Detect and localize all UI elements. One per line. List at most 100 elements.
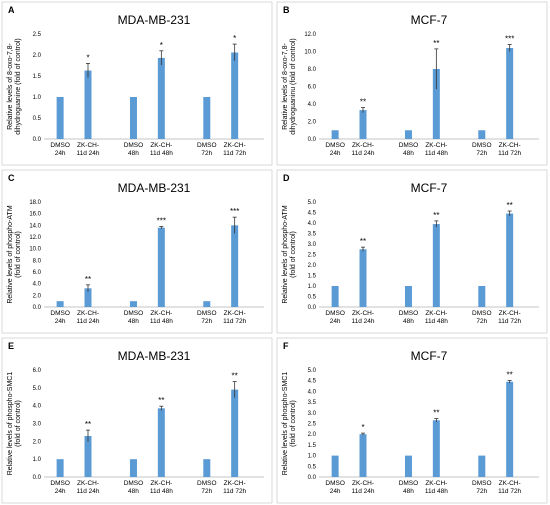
x-tick-label: 72h bbox=[476, 488, 487, 495]
bar bbox=[231, 52, 239, 140]
y-tick-label: 5.0 bbox=[308, 200, 317, 206]
panel-letter: E bbox=[8, 341, 14, 351]
x-tick-label: ZK-CH- bbox=[224, 310, 246, 317]
x-tick-label: 11d 48h bbox=[150, 150, 173, 157]
bar bbox=[359, 434, 367, 477]
y-tick-label: 3.0 bbox=[308, 242, 317, 248]
significance-label: ** bbox=[360, 237, 366, 246]
x-tick-label: 48h bbox=[128, 150, 139, 157]
chart-title: MDA-MB-231 bbox=[118, 13, 191, 27]
significance-label: ** bbox=[360, 98, 366, 107]
bar bbox=[56, 301, 64, 307]
significance-label: *** bbox=[505, 35, 514, 44]
y-tick-label: 4.0 bbox=[308, 102, 317, 108]
x-tick-label: DMSO bbox=[325, 310, 345, 317]
y-tick-label: 3.0 bbox=[33, 422, 42, 428]
bar bbox=[129, 97, 137, 139]
x-tick-label: ZK-CH- bbox=[425, 480, 447, 487]
x-tick-label: ZK-CH- bbox=[352, 142, 374, 149]
y-tick-label: 0.5 bbox=[308, 295, 317, 301]
significance-label: * bbox=[361, 423, 364, 432]
y-axis-label: (fold of control) bbox=[290, 400, 297, 447]
significance-label: * bbox=[233, 34, 236, 43]
bar bbox=[231, 225, 239, 307]
significance-label: * bbox=[160, 41, 163, 50]
y-tick-label: 6.0 bbox=[33, 368, 42, 374]
panel-letter: D bbox=[283, 173, 290, 183]
y-axis-label: Relative levels of phospho-SMC1 bbox=[282, 372, 289, 476]
y-tick-label: 12.0 bbox=[304, 32, 316, 38]
x-tick-label: 11d 48h bbox=[150, 318, 173, 325]
y-tick-label: 0.5 bbox=[33, 116, 42, 122]
bar bbox=[331, 455, 339, 477]
x-tick-label: DMSO bbox=[399, 142, 419, 149]
x-tick-label: 11d 72h bbox=[223, 150, 246, 157]
bar bbox=[129, 301, 137, 307]
y-tick-label: 3.5 bbox=[308, 232, 317, 238]
y-tick-label: 5.0 bbox=[308, 368, 317, 374]
significance-label: ** bbox=[85, 420, 91, 429]
y-tick-label: 0.0 bbox=[33, 475, 42, 481]
chart-panel-d: D MCF-7 Relative levels of phospho-ATM (fol… bbox=[276, 169, 548, 334]
y-tick-label: 1.5 bbox=[33, 74, 42, 80]
bar bbox=[506, 48, 514, 139]
x-tick-label: 11d 72h bbox=[498, 150, 521, 157]
x-tick-label: 11d 72h bbox=[223, 318, 246, 325]
x-tick-label: 72h bbox=[201, 150, 212, 157]
y-tick-label: 4.0 bbox=[33, 282, 42, 288]
x-tick-label: ZK-CH- bbox=[77, 310, 99, 317]
panel-frame bbox=[276, 169, 548, 334]
y-tick-label: 2.5 bbox=[308, 253, 317, 259]
x-tick-label: DMSO bbox=[124, 310, 144, 317]
x-tick-label: DMSO bbox=[50, 142, 70, 149]
x-tick-label: DMSO bbox=[50, 310, 70, 317]
y-tick-label: 14.0 bbox=[29, 223, 41, 229]
x-tick-label: 11d 24h bbox=[351, 488, 374, 495]
x-tick-label: 11d 24h bbox=[76, 318, 99, 325]
y-axis-label: Relative levels of phospho-SMC1 bbox=[7, 372, 14, 476]
bar bbox=[56, 97, 64, 139]
x-tick-label: 11d 72h bbox=[498, 318, 521, 325]
chart-title: MDA-MB-231 bbox=[118, 349, 191, 363]
bar bbox=[478, 130, 486, 139]
x-tick-label: 11d 48h bbox=[425, 318, 448, 325]
bar bbox=[129, 459, 137, 477]
x-tick-label: DMSO bbox=[325, 142, 345, 149]
significance-label: *** bbox=[230, 207, 239, 216]
panel-letter: B bbox=[283, 5, 290, 15]
x-tick-label: DMSO bbox=[399, 310, 419, 317]
x-tick-label: ZK-CH- bbox=[425, 310, 447, 317]
y-tick-label: 1.5 bbox=[308, 274, 317, 280]
x-tick-label: 24h bbox=[55, 318, 66, 325]
y-tick-label: 4.0 bbox=[33, 404, 42, 410]
y-tick-label: 1.0 bbox=[308, 284, 317, 290]
x-tick-label: ZK-CH- bbox=[77, 480, 99, 487]
y-tick-label: 2.5 bbox=[33, 32, 42, 38]
significance-label: ** bbox=[85, 275, 91, 284]
x-tick-label: 48h bbox=[128, 488, 139, 495]
x-tick-label: 72h bbox=[201, 318, 212, 325]
x-tick-label: 24h bbox=[330, 318, 341, 325]
x-tick-label: ZK-CH- bbox=[150, 310, 172, 317]
x-tick-label: 72h bbox=[201, 488, 212, 495]
bar bbox=[84, 288, 92, 307]
x-tick-label: 24h bbox=[330, 488, 341, 495]
significance-label: ** bbox=[232, 372, 238, 381]
y-tick-label: 10.0 bbox=[304, 50, 316, 56]
y-axis-label: Relative levels of 8-oxo-7,8- bbox=[282, 42, 289, 129]
chart-title: MCF-7 bbox=[411, 181, 448, 195]
x-tick-label: DMSO bbox=[325, 480, 345, 487]
bar bbox=[157, 227, 165, 307]
x-tick-label: ZK-CH- bbox=[425, 142, 447, 149]
x-tick-label: 48h bbox=[128, 318, 139, 325]
y-tick-label: 2.0 bbox=[308, 263, 317, 269]
y-tick-label: 3.5 bbox=[308, 400, 317, 406]
y-tick-label: 0.0 bbox=[33, 137, 42, 143]
y-tick-label: 2.0 bbox=[308, 120, 317, 126]
bar bbox=[157, 57, 165, 139]
y-axis-label: Relative levels of phospho-ATM bbox=[282, 205, 289, 303]
x-tick-label: 11d 24h bbox=[76, 150, 99, 157]
panel-frame bbox=[1, 1, 273, 166]
y-tick-label: 5.0 bbox=[33, 386, 42, 392]
bar bbox=[506, 213, 514, 307]
